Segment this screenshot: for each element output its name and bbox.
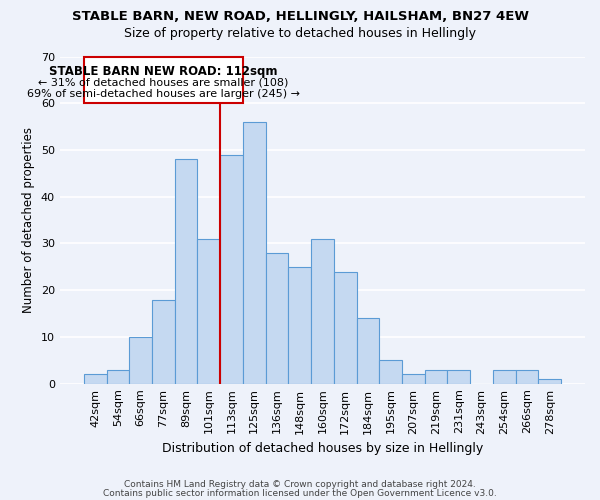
FancyBboxPatch shape: [84, 56, 243, 103]
Bar: [356, 318, 379, 384]
Text: STABLE BARN NEW ROAD: 112sqm: STABLE BARN NEW ROAD: 112sqm: [49, 65, 278, 78]
Bar: [220, 154, 243, 384]
Bar: [175, 160, 197, 384]
Bar: [107, 370, 129, 384]
Bar: [493, 370, 515, 384]
Bar: [425, 370, 448, 384]
Text: ← 31% of detached houses are smaller (108): ← 31% of detached houses are smaller (10…: [38, 78, 289, 88]
Bar: [243, 122, 266, 384]
Bar: [311, 239, 334, 384]
Bar: [379, 360, 402, 384]
Bar: [197, 239, 220, 384]
Bar: [538, 379, 561, 384]
Text: 69% of semi-detached houses are larger (245) →: 69% of semi-detached houses are larger (…: [27, 89, 300, 99]
Bar: [402, 374, 425, 384]
Bar: [334, 272, 356, 384]
Bar: [515, 370, 538, 384]
Text: Size of property relative to detached houses in Hellingly: Size of property relative to detached ho…: [124, 28, 476, 40]
Text: Contains public sector information licensed under the Open Government Licence v3: Contains public sector information licen…: [103, 488, 497, 498]
Bar: [266, 253, 289, 384]
Y-axis label: Number of detached properties: Number of detached properties: [22, 127, 35, 313]
X-axis label: Distribution of detached houses by size in Hellingly: Distribution of detached houses by size …: [162, 442, 483, 455]
Bar: [84, 374, 107, 384]
Text: Contains HM Land Registry data © Crown copyright and database right 2024.: Contains HM Land Registry data © Crown c…: [124, 480, 476, 489]
Text: STABLE BARN, NEW ROAD, HELLINGLY, HAILSHAM, BN27 4EW: STABLE BARN, NEW ROAD, HELLINGLY, HAILSH…: [71, 10, 529, 23]
Bar: [129, 337, 152, 384]
Bar: [289, 267, 311, 384]
Bar: [448, 370, 470, 384]
Bar: [152, 300, 175, 384]
